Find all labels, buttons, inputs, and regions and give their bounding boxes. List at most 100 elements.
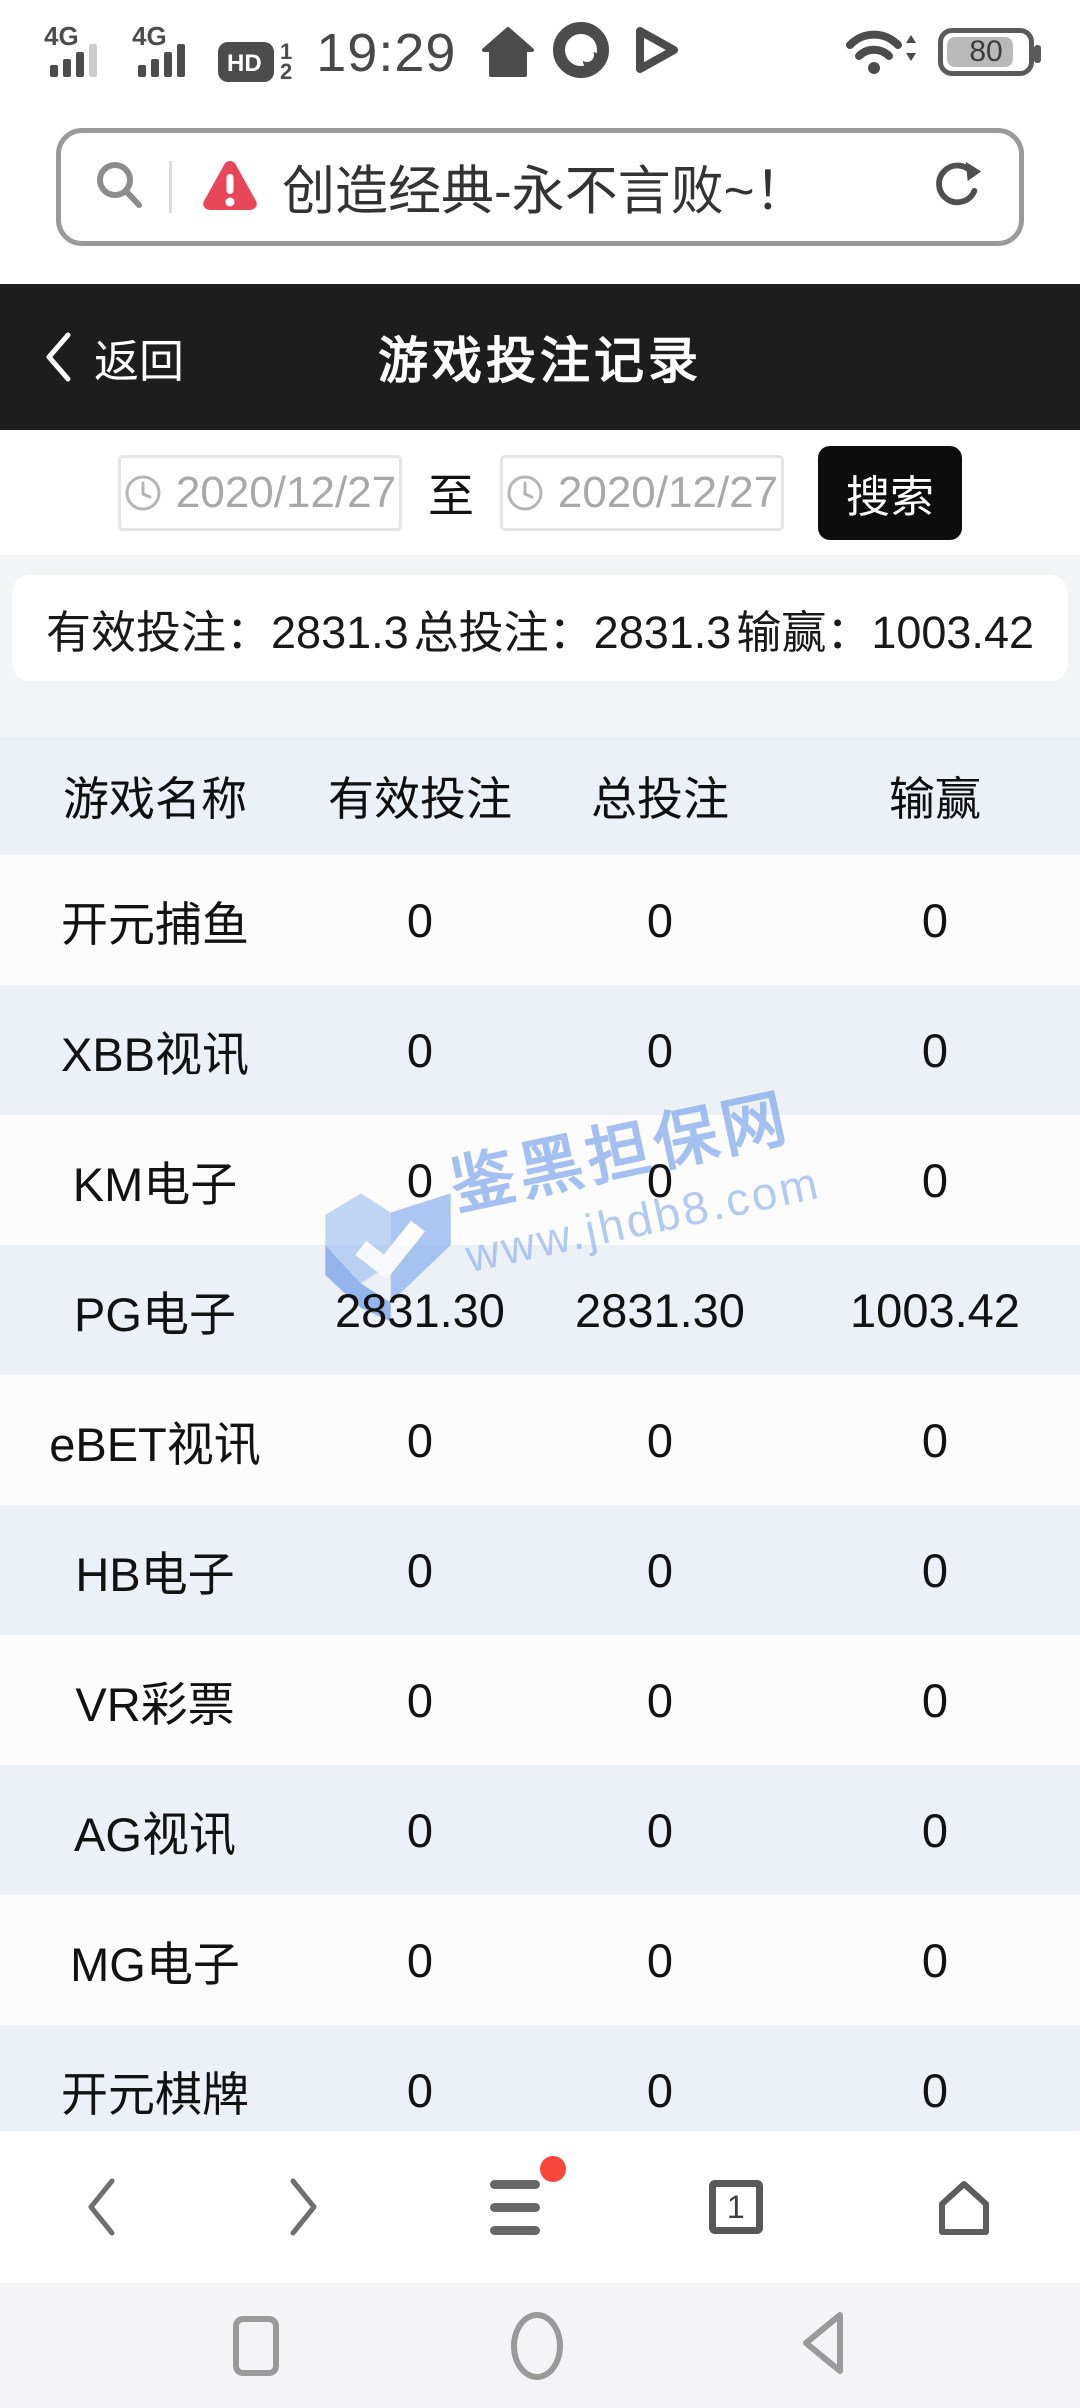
svg-text:HD: HD (227, 50, 262, 77)
recents-button[interactable] (232, 2315, 279, 2376)
table-row: 开元棋牌 0 0 0 (0, 2025, 1080, 2130)
value-cell: 0 (921, 1803, 949, 1857)
menu-icon (489, 2179, 540, 2235)
play-app-icon (626, 21, 682, 84)
wifi-icon (844, 23, 920, 80)
nav-back-button[interactable] (84, 2176, 118, 2238)
clock-time: 19:29 (316, 23, 457, 83)
summary-card: 有效投注：2831.3 总投注：2831.3 输赢：1003.42 (12, 575, 1068, 681)
col-header-valid-bets: 有效投注 (328, 773, 512, 825)
value-cell: 0 (921, 1413, 949, 1467)
battery-fill (947, 36, 1013, 67)
warning-icon (200, 158, 260, 217)
back-label[interactable]: 返回 (94, 335, 185, 387)
signal-sim1-icon: 4G (42, 21, 114, 84)
back-button-system[interactable] (796, 2307, 848, 2384)
summary-valid-bets: 有效投注：2831.3 (46, 606, 409, 658)
status-right-group: 80 (844, 23, 1041, 84)
hd-sim1-label: 1 (280, 39, 293, 65)
hd-sim2-label: 2 (280, 59, 293, 84)
nav-home-button[interactable] (932, 2176, 996, 2238)
value-cell: 2831.30 (335, 1283, 505, 1337)
value-cell: 0 (406, 1023, 434, 1077)
nav-tabs-button[interactable]: 1 (708, 2180, 763, 2234)
table-row: HB电子 0 0 0 (0, 1505, 1080, 1635)
game-name-cell: HB电子 (75, 1547, 235, 1601)
bet-records-table: 游戏名称 有效投注 总投注 输赢 开元捕鱼 0 0 0 XBB视讯 0 0 0 KM电子 0 0 0 P… (0, 737, 1080, 2130)
value-cell: 1003.42 (850, 1283, 1020, 1337)
value-cell: 0 (406, 1153, 434, 1207)
date-range-separator: 至 (428, 469, 474, 522)
value-cell: 0 (921, 1673, 949, 1727)
page-url-title[interactable]: 创造经典-永不言败~！ (282, 162, 808, 221)
tab-count-icon: 1 (708, 2180, 763, 2234)
table-row: AG视讯 0 0 0 (0, 1765, 1080, 1895)
browser-nav-bar: 1 (0, 2130, 1080, 2283)
col-header-total-bets: 总投注 (591, 773, 729, 825)
value-cell: 0 (406, 1673, 434, 1727)
quark-app-icon (552, 21, 610, 84)
sim2-network-label: 4G (132, 23, 167, 51)
value-cell: 2831.30 (575, 1283, 745, 1337)
table-row: PG电子 2831.30 2831.30 1003.42 (0, 1245, 1080, 1375)
value-cell: 0 (646, 1673, 674, 1727)
sim1-network-label: 4G (44, 23, 79, 51)
clock-icon (125, 475, 161, 510)
value-cell: 0 (406, 1803, 434, 1857)
back-button[interactable]: 返回 (44, 325, 184, 390)
table-row: MG电子 0 0 0 (0, 1895, 1080, 2025)
game-name-cell: PG电子 (74, 1287, 236, 1341)
date-from-value[interactable]: 2020/12/27 (175, 467, 397, 517)
value-cell: 0 (406, 1413, 434, 1467)
game-name-cell: 开元棋牌 (61, 2067, 249, 2121)
nav-forward-button[interactable] (287, 2176, 321, 2238)
android-nav-bar (0, 2283, 1080, 2408)
search-icon[interactable] (93, 158, 147, 217)
value-cell: 0 (921, 1543, 949, 1597)
game-name-cell: 开元捕鱼 (61, 897, 249, 951)
value-cell: 0 (646, 1153, 674, 1207)
chevron-right-icon (290, 2178, 317, 2236)
refresh-icon[interactable] (929, 156, 987, 219)
home-icon (938, 2181, 989, 2235)
page-title: 游戏投注记录 (378, 333, 702, 389)
value-cell: 0 (921, 893, 949, 947)
status-left-group: 4G 4G HD (42, 21, 682, 84)
home-button[interactable] (511, 2311, 563, 2380)
chevron-left-icon (46, 332, 71, 382)
game-name-cell: eBET视讯 (49, 1417, 261, 1471)
col-header-game-name: 游戏名称 (63, 773, 247, 825)
value-cell: 0 (406, 1543, 434, 1597)
summary-section: 有效投注：2831.3 总投注：2831.3 输赢：1003.42 (0, 555, 1080, 737)
date-filter-row: 2020/12/27 至 2020/12/27 搜索 (0, 430, 1080, 555)
game-name-cell: AG视讯 (74, 1807, 236, 1861)
browser-url-section: 创造经典-永不言败~！ (0, 90, 1080, 284)
chevron-left-icon (88, 2178, 115, 2236)
table-row: VR彩票 0 0 0 (0, 1635, 1080, 1765)
summary-win-loss: 输赢：1003.42 (736, 606, 1034, 658)
search-button[interactable]: 搜索 (818, 445, 962, 540)
value-cell: 0 (646, 893, 674, 947)
battery-icon: 80 (938, 27, 1041, 76)
game-name-cell: KM电子 (72, 1157, 238, 1211)
divider (169, 161, 172, 213)
table-row: eBET视讯 0 0 0 (0, 1375, 1080, 1505)
date-to-input[interactable]: 2020/12/27 (500, 454, 784, 531)
date-to-value[interactable]: 2020/12/27 (557, 467, 779, 517)
value-cell: 0 (921, 2063, 949, 2117)
hd-volte-icon: HD 1 2 (218, 40, 292, 84)
table-body: 开元捕鱼 0 0 0 XBB视讯 0 0 0 KM电子 0 0 0 PG电子 2831.30 2831.30… (0, 855, 1080, 2130)
value-cell: 0 (646, 1023, 674, 1077)
value-cell: 0 (646, 2063, 674, 2117)
clock-icon (507, 475, 543, 510)
date-from-input[interactable]: 2020/12/27 (118, 454, 402, 531)
table-row: 开元捕鱼 0 0 0 (0, 855, 1080, 985)
game-name-cell: VR彩票 (75, 1677, 235, 1731)
house-icon (480, 25, 536, 84)
value-cell: 0 (646, 1803, 674, 1857)
page-header: 返回 游戏投注记录 (0, 284, 1080, 430)
summary-total-bets: 总投注：2831.3 (413, 606, 732, 658)
browser-url-bar[interactable]: 创造经典-永不言败~！ (56, 128, 1024, 246)
nav-menu-button[interactable] (489, 2155, 566, 2235)
